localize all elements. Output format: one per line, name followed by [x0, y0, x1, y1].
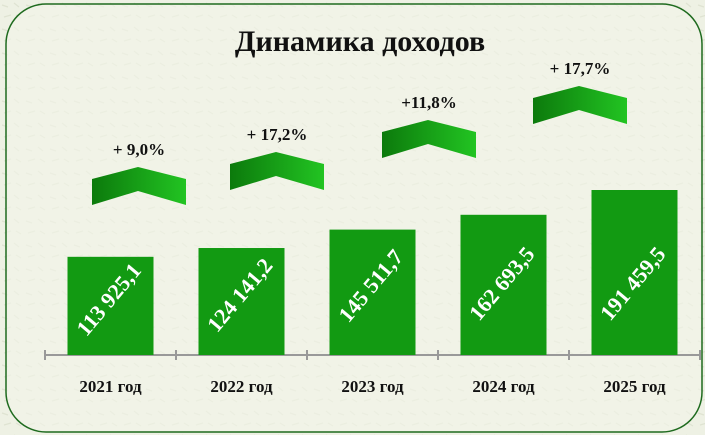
growth-label: + 17,7% [550, 59, 611, 78]
bar [198, 248, 285, 355]
growth-label: + 9,0% [113, 140, 165, 159]
growth-arrow [533, 86, 627, 124]
x-tick-label: 2023 год [341, 377, 404, 396]
x-tick-label: 2024 год [472, 377, 535, 396]
x-tick-label: 2022 год [210, 377, 273, 396]
bar [67, 256, 154, 355]
x-tick-label: 2025 год [603, 377, 666, 396]
growth-arrow [230, 152, 324, 190]
x-tick-label: 2021 год [79, 377, 142, 396]
bar [329, 229, 416, 355]
growth-arrow [382, 120, 476, 158]
growth-label: + 17,2% [247, 125, 308, 144]
bar [591, 190, 678, 355]
chart-title: Динамика доходов [235, 25, 485, 58]
growth-label: +11,8% [401, 93, 457, 112]
bar [460, 214, 547, 355]
growth-arrow [92, 167, 186, 205]
